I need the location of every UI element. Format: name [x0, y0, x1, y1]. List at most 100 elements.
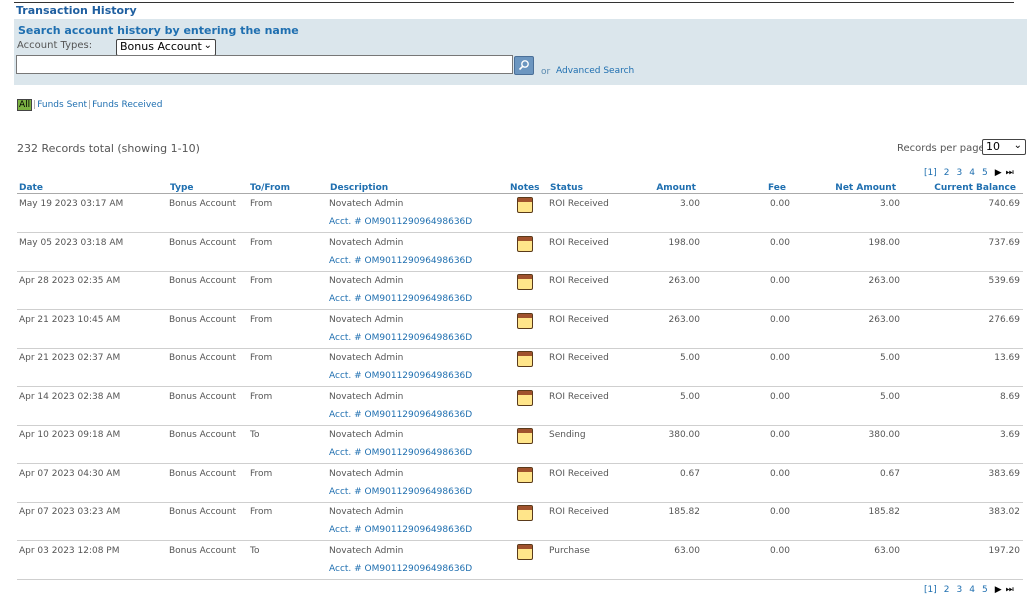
row-amount: 263.00 — [668, 276, 701, 286]
account-type-value: Bonus Account — [120, 40, 202, 53]
records-per-page-value: 10 — [986, 140, 1000, 153]
account-number-link[interactable]: Acct. # OM901129096498636D — [329, 409, 473, 420]
next-page-icon[interactable]: ▶ — [994, 168, 1002, 178]
page-link-4[interactable]: 4 — [969, 585, 975, 595]
row-tofrom: From — [250, 199, 273, 209]
search-button[interactable] — [514, 56, 534, 75]
chevron-down-icon: ⌄ — [1013, 140, 1022, 151]
notes-icon[interactable] — [517, 274, 533, 290]
row-description: Novatech Admin — [329, 545, 404, 556]
account-number-link[interactable]: Acct. # OM901129096498636D — [329, 332, 473, 343]
row-description: Novatech Admin — [329, 353, 404, 363]
row-type: Bonus Account — [169, 237, 236, 248]
filter-all[interactable]: All — [17, 99, 33, 111]
last-page-icon[interactable]: ⏭ — [1005, 168, 1014, 178]
row-tofrom: From — [250, 314, 273, 325]
page-link-1[interactable]: [1] — [924, 585, 937, 595]
notes-icon[interactable] — [517, 351, 533, 367]
row-date: Apr 14 2023 02:38 AM — [19, 391, 121, 402]
row-date: Apr 28 2023 02:35 AM — [19, 276, 121, 286]
row-status: ROI Received — [549, 276, 609, 286]
next-page-icon[interactable]: ▶ — [994, 585, 1002, 595]
notes-icon[interactable] — [517, 235, 533, 252]
filter-funds-received[interactable]: Funds Received — [92, 100, 163, 110]
col-description[interactable]: Description — [330, 183, 389, 193]
col-date[interactable]: Date — [19, 183, 43, 193]
account-number-link[interactable]: Acct. # OM901129096498636D — [329, 217, 473, 227]
row-description: Novatech Admin — [329, 391, 404, 402]
search-icon — [518, 60, 529, 71]
account-number-link[interactable]: Acct. # OM901129096498636D — [329, 486, 473, 497]
notes-icon[interactable] — [517, 197, 533, 213]
row-current-balance: 539.69 — [988, 276, 1021, 286]
account-number-link[interactable]: Acct. # OM901129096498636D — [329, 255, 473, 266]
notes-icon[interactable] — [517, 466, 533, 483]
advanced-search-link[interactable]: Advanced Search — [556, 66, 635, 76]
row-status: Purchase — [549, 545, 590, 556]
row-status: ROI Received — [549, 468, 609, 479]
records-per-page-select[interactable]: 10 ⌄ — [982, 139, 1026, 155]
page-link-2[interactable]: 2 — [943, 585, 950, 595]
page-link-5[interactable]: 5 — [981, 168, 988, 178]
col-amount[interactable]: Amount — [656, 183, 696, 193]
page-link-3[interactable]: 3 — [956, 168, 963, 178]
row-description: Novatech Admin — [329, 314, 404, 325]
col-status[interactable]: Status — [550, 183, 583, 193]
page-link-5[interactable]: 5 — [981, 585, 988, 595]
account-number-link[interactable]: Acct. # OM901129096498636D — [329, 448, 473, 458]
col-current-balance[interactable]: Current Balance — [934, 183, 1016, 193]
notes-icon[interactable] — [517, 312, 533, 329]
row-tofrom: From — [250, 276, 273, 286]
page-link-3[interactable]: 3 — [956, 585, 963, 595]
col-net-amount[interactable]: Net Amount — [835, 183, 896, 193]
row-type: Bonus Account — [169, 468, 236, 479]
row-fee: 0.00 — [769, 468, 790, 479]
row-tofrom: From — [250, 237, 273, 248]
row-status: ROI Received — [549, 353, 609, 363]
notes-icon[interactable] — [517, 389, 533, 406]
row-current-balance: 3.69 — [999, 430, 1020, 440]
col-tofrom[interactable]: To/From — [250, 183, 290, 193]
table-row: Apr 28 2023 02:35 AM Bonus Account From Nov… — [17, 271, 1023, 310]
page-link-2[interactable]: 2 — [943, 168, 950, 178]
row-net-amount: 5.00 — [879, 391, 900, 402]
records-per-page-label: Records per page — [897, 143, 985, 154]
row-net-amount: 263.00 — [868, 276, 901, 286]
row-fee: 0.00 — [769, 353, 790, 363]
row-description: Novatech Admin — [329, 276, 404, 286]
col-fee[interactable]: Fee — [768, 183, 786, 193]
row-net-amount: 263.00 — [868, 314, 901, 325]
search-panel: Search account history by entering the n… — [14, 19, 1027, 85]
table-row: May 05 2023 03:18 AM Bonus Account From Nov… — [17, 233, 1023, 272]
row-fee: 0.00 — [769, 507, 790, 517]
row-current-balance: 197.20 — [988, 545, 1021, 556]
account-number-link[interactable]: Acct. # OM901129096498636D — [329, 563, 473, 574]
account-types-label: Account Types: — [17, 40, 93, 51]
last-page-icon[interactable]: ⏭ — [1005, 585, 1014, 595]
row-type: Bonus Account — [169, 199, 236, 209]
account-number-link[interactable]: Acct. # OM901129096498636D — [329, 294, 473, 304]
row-net-amount: 63.00 — [874, 545, 900, 556]
search-input[interactable] — [16, 55, 513, 74]
filter-funds-sent[interactable]: Funds Sent — [37, 100, 88, 110]
account-number-link[interactable]: Acct. # OM901129096498636D — [329, 525, 473, 535]
row-tofrom: From — [250, 391, 273, 402]
row-type: Bonus Account — [169, 276, 236, 286]
row-amount: 198.00 — [668, 237, 701, 248]
row-date: Apr 07 2023 03:23 AM — [19, 507, 121, 517]
row-description: Novatech Admin — [329, 237, 404, 248]
table-row: Apr 14 2023 02:38 AM Bonus Account From Nov… — [17, 387, 1023, 426]
col-type[interactable]: Type — [170, 183, 194, 193]
row-fee: 0.00 — [769, 314, 790, 325]
notes-icon[interactable] — [517, 505, 533, 521]
account-type-select[interactable]: Bonus Account ⌄ — [116, 39, 216, 56]
notes-icon[interactable] — [517, 543, 533, 560]
row-amount: 3.00 — [679, 199, 700, 209]
row-current-balance: 737.69 — [988, 237, 1021, 248]
page-link-1[interactable]: [1] — [924, 168, 937, 178]
account-number-link[interactable]: Acct. # OM901129096498636D — [329, 371, 473, 381]
row-net-amount: 185.82 — [868, 507, 901, 517]
notes-icon[interactable] — [517, 428, 533, 444]
table-row: Apr 21 2023 02:37 AM Bonus Account From Nov… — [17, 348, 1023, 387]
page-link-4[interactable]: 4 — [969, 168, 975, 178]
